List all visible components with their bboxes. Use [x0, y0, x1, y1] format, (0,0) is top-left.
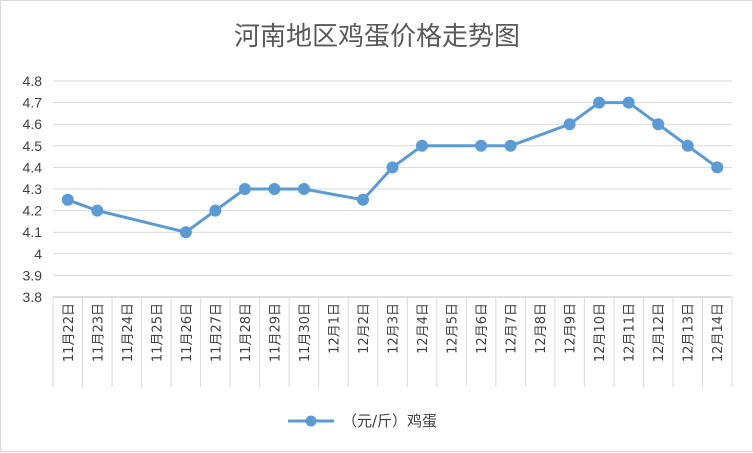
x-tick-label: 12月4日 [416, 303, 431, 354]
data-point [652, 118, 665, 131]
x-tick-label: 12月14日 [711, 303, 726, 362]
x-tick-label: 12月5日 [446, 303, 461, 354]
legend: （元/斤）鸡蛋 [288, 412, 437, 430]
y-tick-label: 4 [34, 246, 42, 262]
x-tick-label: 11月29日 [268, 303, 283, 362]
data-point [356, 193, 369, 206]
series-markers [61, 96, 724, 239]
x-tick-label: 11月30日 [298, 303, 313, 362]
y-tick-label: 4.1 [23, 224, 43, 240]
y-axis-ticks: 3.8 3.9 4 4.1 4.2 4.3 4.4 4.5 4.6 4.7 4.8 [23, 73, 43, 305]
x-tick-label: 11月27日 [209, 303, 224, 362]
x-tick-label: 11月26日 [180, 303, 195, 362]
x-tick-label: 12月3日 [387, 303, 402, 354]
y-tick-label: 4.7 [23, 95, 43, 111]
x-tick-label: 12月7日 [505, 303, 520, 354]
x-axis-ticks: 11月22日 11月23日 11月24日 11月25日 11月26日 11月27日 11月2… [62, 303, 726, 362]
y-tick-label: 4.3 [23, 181, 43, 197]
data-point [179, 226, 192, 239]
y-tick-label: 4.4 [23, 159, 43, 175]
data-point [91, 204, 104, 217]
series-line-path [67, 101, 719, 234]
x-tick-label: 11月24日 [121, 303, 136, 362]
data-point [209, 204, 222, 217]
data-point [268, 183, 281, 195]
data-point [416, 139, 429, 152]
x-tick-label: 12月6日 [475, 303, 490, 354]
data-point [504, 139, 517, 152]
data-point [297, 183, 310, 195]
x-tick-label: 12月9日 [564, 303, 579, 354]
data-point [711, 161, 724, 174]
legend-marker-icon [305, 415, 317, 427]
data-point [61, 193, 74, 206]
x-tick-label: 12月13日 [682, 303, 697, 362]
series-line [67, 101, 719, 234]
x-tick-label: 12月2日 [357, 303, 372, 354]
y-tick-label: 3.9 [23, 267, 43, 283]
x-tick-label: 11月22日 [62, 303, 77, 362]
y-tick-label: 3.8 [23, 289, 43, 305]
x-axis [52, 296, 733, 387]
gridlines [53, 80, 732, 276]
y-tick-label: 4.8 [23, 73, 43, 89]
data-point [593, 96, 606, 109]
legend-label: （元/斤）鸡蛋 [342, 412, 437, 430]
x-tick-label: 12月10日 [593, 303, 608, 362]
y-tick-label: 4.6 [23, 116, 43, 132]
data-point [238, 183, 251, 195]
x-tick-label: 12月8日 [534, 303, 549, 354]
data-point [681, 139, 694, 152]
y-tick-label: 4.5 [23, 138, 43, 154]
data-point [386, 161, 399, 174]
x-tick-label: 12月1日 [327, 303, 342, 354]
x-tick-label: 11月25日 [150, 303, 165, 362]
data-point [563, 118, 576, 131]
y-tick-label: 4.2 [23, 203, 43, 219]
x-tick-label: 12月12日 [652, 303, 667, 362]
x-tick-label: 12月11日 [623, 303, 638, 362]
chart-title: 河南地区鸡蛋价格走势图 [234, 22, 520, 52]
x-tick-label: 11月28日 [239, 303, 254, 362]
data-point [622, 96, 635, 109]
x-tick-label: 11月23日 [91, 303, 106, 362]
data-point [475, 139, 488, 152]
